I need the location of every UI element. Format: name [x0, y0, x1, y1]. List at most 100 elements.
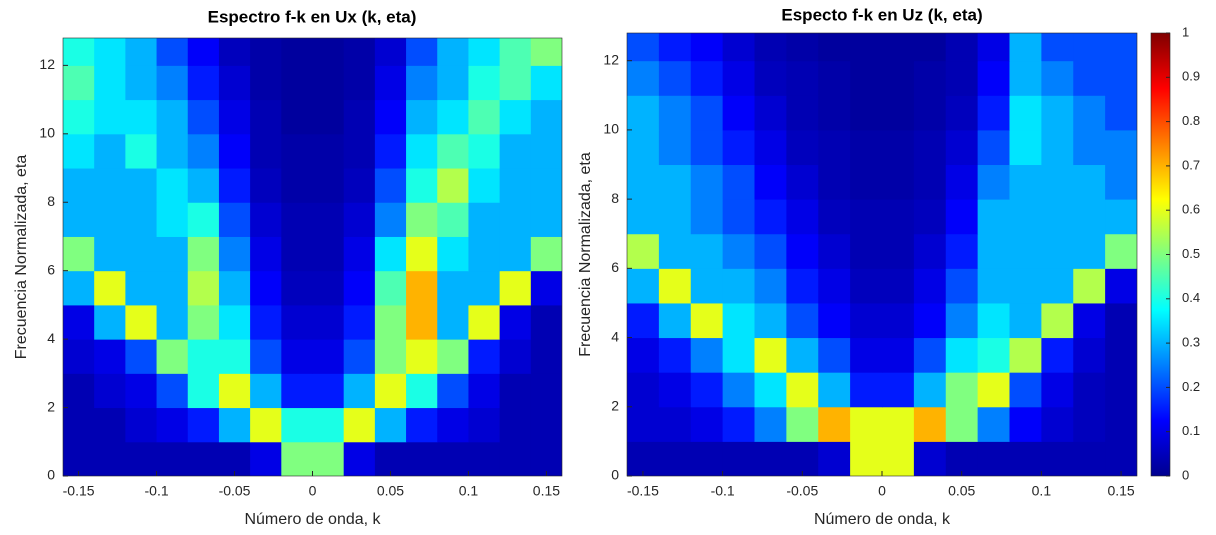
heatmap-cell: [343, 65, 376, 101]
heatmap-cell: [658, 337, 692, 373]
heatmap-cell: [312, 65, 345, 101]
heatmap-cell: [250, 168, 282, 203]
heatmap-cell: [94, 339, 126, 374]
heatmap-cell: [94, 168, 126, 203]
heatmap-cell: [658, 199, 692, 235]
heatmap-cell: [850, 302, 883, 339]
heatmap-cell: [882, 95, 915, 131]
heatmap-cell: [250, 133, 282, 169]
x-tick-label: 0.15: [533, 483, 560, 499]
heatmap-cell: [218, 339, 251, 374]
heatmap-cell: [690, 372, 724, 408]
heatmap-cell: [1041, 60, 1074, 96]
y-tick-label: 4: [611, 328, 619, 344]
heatmap-cell: [1105, 199, 1137, 235]
heatmap-cell: [882, 441, 915, 476]
heatmap-cell: [1009, 337, 1042, 373]
heatmap-cell: [125, 65, 158, 101]
heatmap-cell: [63, 270, 95, 306]
heatmap-cell: [499, 304, 532, 340]
heatmap-cell: [218, 304, 251, 340]
heatmap-cell: [882, 233, 915, 269]
heatmap-cell: [977, 441, 1010, 476]
heatmap-cell: [690, 406, 724, 442]
heatmap-cell: [125, 99, 158, 135]
heatmap-cell: [343, 441, 376, 476]
heatmap-cell: [499, 339, 532, 374]
heatmap-cell: [468, 38, 501, 66]
heatmap-cell: [499, 65, 532, 101]
heatmap-cell: [882, 337, 915, 373]
heatmap-cell: [627, 33, 660, 62]
x-axis-label: Número de onda, k: [814, 511, 951, 528]
heatmap-cell: [374, 133, 407, 169]
heatmap-cell: [312, 202, 345, 237]
heatmap-cell: [1105, 164, 1137, 200]
heatmap-cell: [125, 236, 158, 272]
heatmap-cell: [499, 38, 532, 66]
heatmap-cell: [374, 407, 407, 443]
heatmap-cell: [250, 407, 282, 443]
heatmap-cell: [125, 407, 158, 443]
heatmap-cell: [187, 202, 220, 237]
heatmap-cell: [627, 129, 660, 166]
heatmap-cell: [63, 202, 95, 237]
heatmap-cell: [913, 372, 947, 408]
x-tick-label: 0.05: [377, 483, 404, 499]
heatmap-cell: [850, 372, 883, 408]
heatmap-cell: [281, 133, 313, 169]
heatmap-cell: [1009, 302, 1042, 339]
heatmap-cell: [374, 202, 407, 237]
heatmap-cell: [281, 38, 313, 66]
heatmap-cell: [627, 268, 660, 304]
heatmap-cell: [658, 129, 692, 166]
heatmap-cell: [374, 38, 407, 66]
heatmap-cell: [786, 337, 819, 373]
heatmap-cell: [406, 202, 438, 237]
heatmap-cell: [945, 95, 979, 131]
heatmap-cell: [850, 33, 883, 62]
heatmap-cell: [250, 270, 282, 306]
heatmap-cell: [850, 337, 883, 373]
heatmap-cell: [530, 236, 562, 272]
heatmap-cell: [187, 38, 220, 66]
heatmap-cell: [1041, 199, 1074, 235]
heatmap-cell: [945, 441, 979, 476]
heatmap-cell: [218, 407, 251, 443]
heatmap-cell: [468, 133, 501, 169]
heatmap-cell: [187, 99, 220, 135]
heatmap-cell: [627, 95, 660, 131]
heatmap-cell: [850, 129, 883, 166]
heatmap-cell: [690, 268, 724, 304]
colorbar-tick-label: 1: [1182, 24, 1189, 39]
y-tick-label: 0: [611, 467, 619, 483]
heatmap-cell: [913, 406, 947, 442]
heatmap-cell: [187, 339, 220, 374]
heatmap-cell: [1009, 233, 1042, 269]
heatmap-cell: [754, 164, 787, 200]
heatmap-cell: [94, 441, 126, 476]
heatmap-cell: [187, 133, 220, 169]
heatmap-cell: [218, 270, 251, 306]
heatmap-cell: [722, 337, 755, 373]
heatmap-cell: [343, 407, 376, 443]
heatmap-cell: [1041, 233, 1074, 269]
heatmap-cell: [499, 373, 532, 409]
heatmap-cell: [281, 441, 313, 476]
heatmap-cell: [499, 407, 532, 443]
colorbar-tick-label: 0.2: [1182, 379, 1200, 394]
heatmap-cell: [437, 236, 469, 272]
heatmap-cell: [690, 129, 724, 166]
heatmap-cell: [468, 65, 501, 101]
heatmap-cell: [913, 95, 947, 131]
heatmap-cell: [1105, 337, 1137, 373]
heatmap-cell: [499, 133, 532, 169]
heatmap-cell: [1009, 406, 1042, 442]
heatmap-cell: [125, 339, 158, 374]
heatmap-cell: [1009, 33, 1042, 62]
heatmap-cell: [818, 129, 851, 166]
heatmap-cell: [818, 164, 851, 200]
heatmap-cell: [754, 95, 787, 131]
heatmap-cell: [125, 270, 158, 306]
heatmap-cell: [1105, 406, 1137, 442]
